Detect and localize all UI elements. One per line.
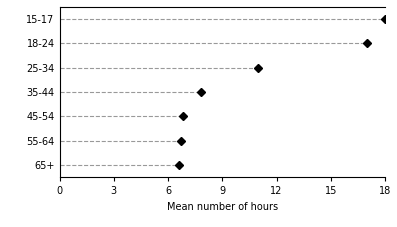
X-axis label: Mean number of hours: Mean number of hours — [167, 202, 278, 212]
